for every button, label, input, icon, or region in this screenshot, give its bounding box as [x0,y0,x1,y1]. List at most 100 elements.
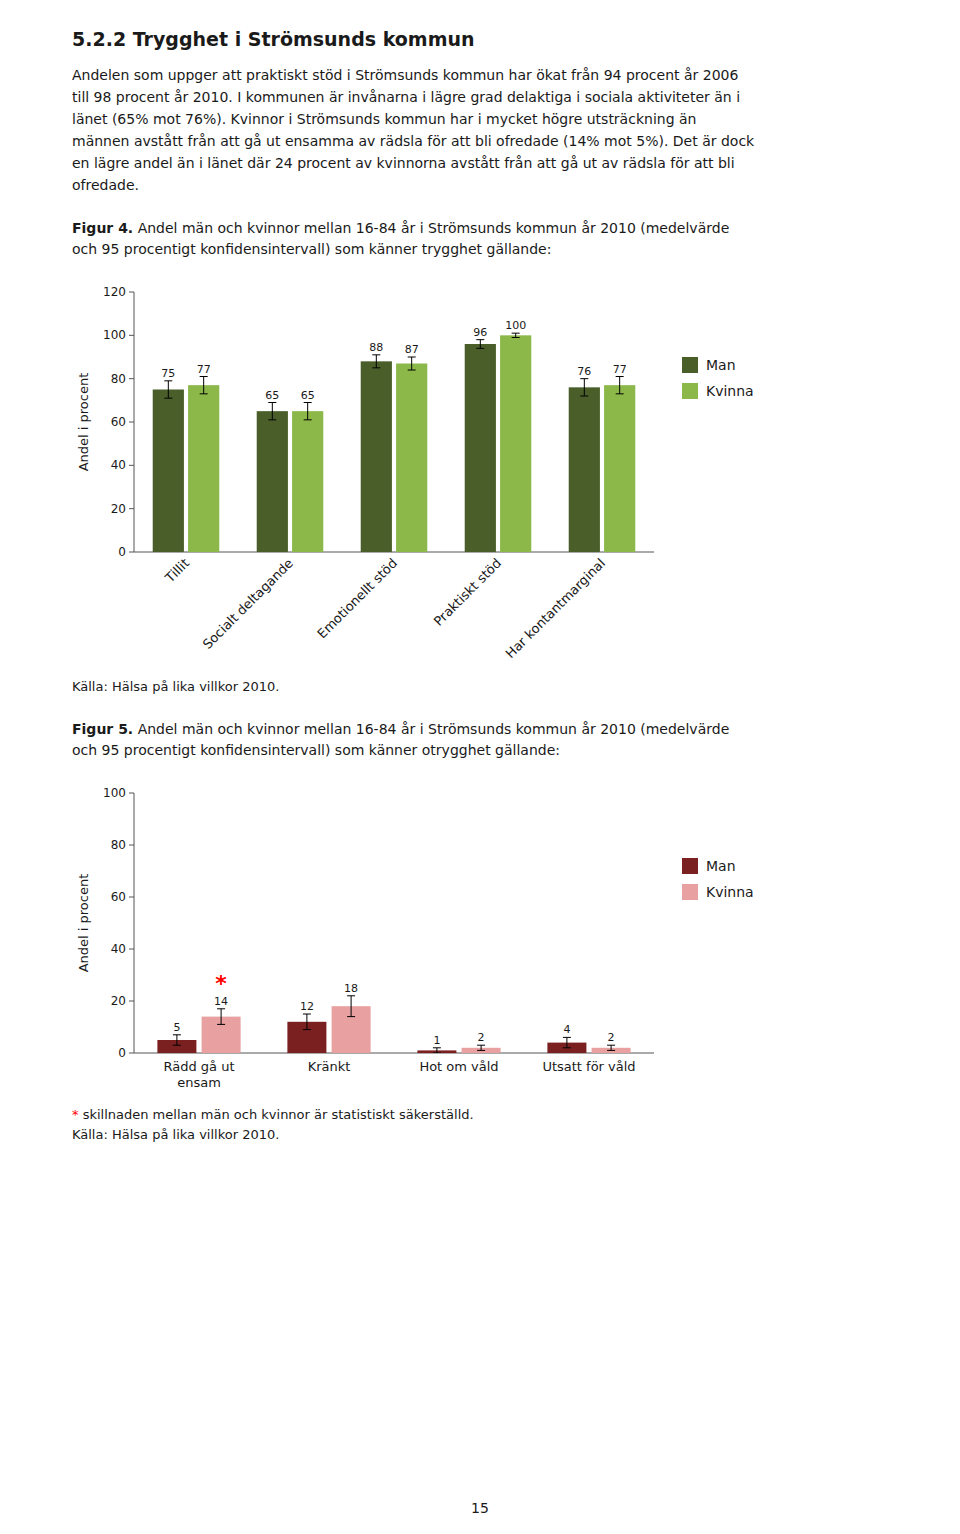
y-tick-label: 40 [111,942,126,956]
error-bar [164,381,172,398]
legend-swatch [682,884,698,900]
error-bar [372,355,380,368]
error-bar [217,1009,225,1025]
x-tick-label: Hot om våld [419,1059,498,1074]
chart: 020406080100120Andel i procentTillitSoci… [72,266,888,677]
y-tick-label: 20 [111,994,126,1008]
page: 5.2.2 Trygghet i Strömsunds kommun Andele… [0,0,960,1534]
x-tick-label-line: ensam [177,1075,221,1090]
legend-label: Kvinna [706,884,754,900]
error-bar [303,1014,311,1030]
legend-label: Man [706,357,736,373]
y-tick [129,1001,134,1002]
data-label: 87 [405,343,419,356]
page-title: 5.2.2 Trygghet i Strömsunds kommun [72,28,888,50]
y-tick [129,845,134,846]
y-tick-label: 0 [118,1046,126,1060]
legend-label: Kvinna [706,383,754,399]
y-tick [129,292,134,293]
data-label: 77 [613,363,627,376]
data-label: 100 [505,319,526,332]
caption-line: Figur 4. Andel män och kvinnor mellan 16… [72,218,888,239]
data-label: 14 [214,995,228,1008]
error-bar [580,379,588,396]
body-line: till 98 procent år 2010. I kommunen är i… [72,86,888,108]
plot-marks [153,333,636,552]
data-label: 76 [577,365,591,378]
y-tick [129,465,134,466]
y-tick-label: 100 [103,328,126,342]
x-tick-label: Praktiskt stöd [431,556,504,629]
bar [569,387,600,552]
error-bar [433,1048,441,1053]
y-tick [129,897,134,898]
x-tick-label-line: Tillit [162,556,192,586]
error-bar [173,1035,181,1045]
caption-line: Figur 5. Andel män och kvinnor mellan 16… [72,719,888,740]
x-tick-label-line: Hot om våld [419,1059,498,1074]
caption: Figur 5. Andel män och kvinnor mellan 16… [72,719,888,761]
data-label: 77 [197,363,211,376]
error-bar [607,1045,615,1050]
data-label: 12 [300,1000,314,1013]
y-tick-label: 120 [103,285,126,299]
y-tick-label: 60 [111,890,126,904]
error-bar [563,1037,571,1047]
x-tick-label: Emotionellt stöd [314,556,400,642]
x-tick-label: Har kontantmarginal [503,556,609,662]
source-note: Källa: Hälsa på lika villkor 2010. [72,677,888,697]
error-bar [408,357,416,370]
caption-text: Andel män och kvinnor mellan 16-84 år i … [138,721,730,737]
x-tick-label-line: Rädd gå ut [163,1059,234,1074]
body-line: en lägre andel än i länet där 24 procent… [72,152,888,174]
data-label: 96 [473,326,487,339]
y-tick [129,508,134,509]
data-label: 65 [265,389,279,402]
y-tick [129,1053,134,1054]
caption-label: Figur 5. [72,721,133,737]
legend-label: Man [706,858,736,874]
legend-swatch [682,383,698,399]
x-tick-label: Rädd gå utensam [163,1059,234,1090]
data-label: 4 [563,1023,570,1036]
body-line: männen avstått från att gå ut ensamma av… [72,130,888,152]
x-tick-label-line: Emotionellt stöd [314,556,400,642]
error-bar [347,996,355,1017]
caption: Figur 4. Andel män och kvinnor mellan 16… [72,218,888,260]
data-label: 65 [301,389,315,402]
data-label: 88 [369,341,383,354]
data-label: 5 [173,1021,180,1034]
y-axis-line [134,793,135,1053]
body-line: länet (65% mot 76%). Kvinnor i Strömsund… [72,108,888,130]
caption-label: Figur 4. [72,220,133,236]
footnote-marker: * [72,1107,79,1122]
x-tick-label: Socialt deltagande [200,556,296,652]
bar [465,344,496,552]
y-tick [129,335,134,336]
body-line: Andelen som uppger att praktiskt stöd i … [72,64,888,86]
y-tick-label: 80 [111,372,126,386]
y-tick-label: 0 [118,545,126,559]
x-tick-label-line: Socialt deltagande [200,556,296,652]
caption-text: och 95 procentigt konfidensintervall) so… [72,241,551,257]
x-tick-label-line: Praktiskt stöd [431,556,504,629]
bar [188,385,219,552]
error-bar [512,333,520,337]
y-tick-label: 20 [111,502,126,516]
bar [361,361,392,552]
y-tick [129,949,134,950]
y-tick [129,422,134,423]
x-tick-label-line: Har kontantmarginal [503,556,609,662]
x-tick-label: Kränkt [308,1059,351,1074]
legend-swatch [682,858,698,874]
plot-marks [157,996,630,1053]
page-number: 15 [0,1500,960,1516]
error-bar [304,403,312,420]
y-tick-label: 40 [111,458,126,472]
x-tick-label-line: Utsatt för våld [542,1059,635,1074]
body-text: Andelen som uppger att praktiskt stöd i … [72,64,888,196]
caption-text: och 95 procentigt konfidensintervall) so… [72,742,560,758]
y-axis-label: Andel i procent [76,874,91,973]
legend-swatch [682,357,698,373]
error-bar [477,1045,485,1050]
